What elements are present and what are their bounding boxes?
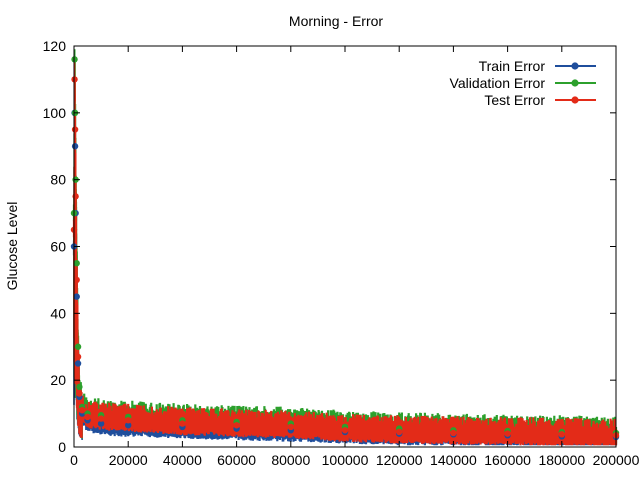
x-tick-label: 100000: [322, 452, 369, 468]
data-point: [233, 422, 240, 429]
legend-label: Train Error: [479, 58, 546, 74]
data-point: [73, 260, 80, 267]
data-point: [396, 428, 403, 436]
y-tick-label: 60: [50, 239, 66, 255]
y-tick-label: 0: [58, 439, 66, 455]
legend-label: Test Error: [484, 92, 545, 108]
data-point: [71, 126, 79, 133]
legend-swatch-point: [571, 79, 579, 87]
data-point: [125, 422, 132, 429]
plot-bands: [72, 49, 618, 446]
data-point: [76, 383, 83, 391]
y-axis: 0 20 40 60 80 100 120: [43, 38, 616, 455]
x-tick-label: 120000: [376, 452, 423, 468]
y-tick-label: 20: [50, 372, 66, 388]
y-tick-label: 100: [43, 105, 67, 121]
data-point: [74, 353, 82, 360]
data-point: [74, 343, 82, 350]
data-point: [76, 390, 83, 397]
data-point: [84, 413, 91, 421]
legend-swatch-point: [571, 62, 579, 70]
data-point: [287, 423, 294, 431]
plot-lines: [70, 56, 620, 441]
x-axis: 0 20000 40000 60000 80000 100000 120000 140000 1…: [70, 46, 640, 468]
y-tick-label: 120: [43, 38, 67, 54]
data-point: [450, 429, 457, 437]
series-band-train-error: [72, 116, 618, 446]
y-tick-label: 80: [50, 172, 66, 188]
data-point: [73, 276, 80, 284]
data-point: [179, 420, 186, 427]
legend-label: Validation Error: [450, 75, 546, 91]
data-point: [97, 415, 105, 422]
data-point: [71, 76, 78, 83]
x-tick-label: 160000: [484, 452, 531, 468]
legend-swatch-point: [571, 96, 579, 104]
y-tick-label: 40: [50, 305, 66, 321]
series-band-test-error: [72, 77, 618, 446]
x-tick-label: 200000: [593, 452, 640, 468]
data-point: [73, 293, 80, 300]
x-tick-label: 140000: [430, 452, 477, 468]
x-tick-label: 40000: [163, 452, 202, 468]
data-point: [341, 427, 349, 434]
y-axis-label: Glucose Level: [4, 202, 20, 291]
data-point: [78, 407, 86, 414]
x-tick-label: 60000: [217, 452, 256, 468]
data-point: [72, 193, 79, 200]
series-band-validation-error: [72, 56, 618, 445]
x-tick-label: 80000: [271, 452, 310, 468]
data-point: [71, 56, 78, 63]
x-tick-label: 20000: [109, 452, 148, 468]
x-tick-label: 180000: [538, 452, 585, 468]
data-point: [504, 430, 511, 437]
data-point: [558, 431, 565, 438]
data-point: [97, 420, 105, 427]
data-point: [71, 143, 79, 150]
data-point: [74, 360, 82, 367]
data-point: [125, 417, 132, 424]
chart-title: Morning - Error: [289, 13, 383, 29]
x-tick-label: 0: [70, 452, 78, 468]
